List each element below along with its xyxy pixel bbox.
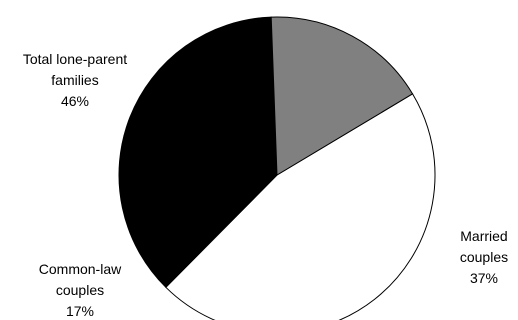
slice-label-0: Total lone-parent families 46% (23, 51, 127, 109)
slice-label-0-line-2: 46% (61, 93, 89, 109)
pie-slice-0 (165, 93, 436, 320)
slice-label-0-line-0: Total lone-parent (23, 51, 127, 67)
slice-label-2-line-1: couples (56, 282, 104, 298)
slice-label-2-line-0: Common-law (39, 261, 122, 277)
slice-label-0-line-1: families (51, 72, 98, 88)
slice-label-1-line-0: Married (460, 228, 507, 244)
slice-labels: Total lone-parent families 46% Married coupl… (23, 51, 508, 319)
slice-label-1-line-1: couples (460, 249, 508, 265)
pie-slice-1 (118, 16, 278, 289)
slice-label-1: Married couples 37% (460, 228, 508, 286)
pie-slice-2 (270, 16, 414, 176)
slice-label-2-line-2: 17% (66, 303, 94, 319)
slice-label-1-line-2: 37% (470, 270, 498, 286)
pie-slices (118, 16, 436, 320)
slice-label-2: Common-law couples 17% (39, 261, 122, 319)
